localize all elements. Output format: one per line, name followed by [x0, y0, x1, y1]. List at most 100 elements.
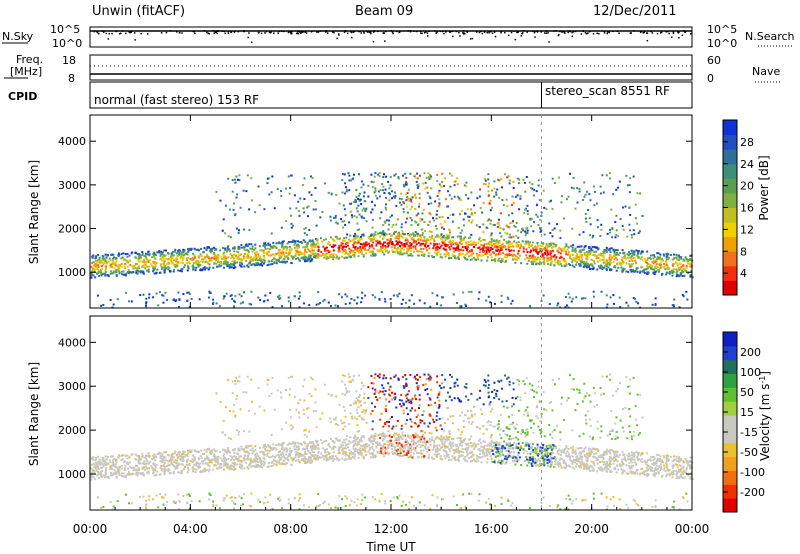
data-point: [586, 251, 589, 254]
data-point: [563, 217, 566, 220]
data-point: [233, 253, 236, 256]
data-point: [668, 474, 671, 477]
data-point: [664, 260, 667, 263]
data-point: [402, 454, 405, 457]
data-point: [260, 261, 263, 264]
data-point: [259, 299, 262, 302]
nsky-point: [672, 31, 675, 33]
data-point: [477, 246, 480, 249]
data-point: [682, 258, 685, 261]
data-point: [640, 256, 643, 259]
data-point: [219, 262, 222, 265]
data-point: [442, 296, 445, 299]
data-point: [254, 264, 257, 267]
data-point: [297, 210, 300, 213]
data-point: [550, 199, 553, 202]
data-point: [142, 272, 145, 275]
data-point: [123, 265, 126, 268]
data-point: [230, 263, 233, 266]
data-point: [331, 255, 334, 258]
data-point: [586, 253, 589, 256]
data-point: [265, 244, 268, 247]
data-point: [263, 208, 266, 211]
data-point: [384, 248, 387, 251]
data-point: [470, 254, 473, 257]
data-point: [404, 172, 407, 175]
data-point: [419, 244, 422, 247]
data-point: [145, 459, 148, 462]
data-point: [95, 268, 98, 271]
data-point: [429, 177, 432, 180]
data-point: [689, 456, 692, 459]
data-point: [682, 264, 685, 267]
data-point: [187, 291, 190, 294]
data-point: [645, 272, 648, 275]
data-point: [238, 174, 241, 177]
data-point: [577, 263, 580, 266]
data-point: [528, 246, 531, 249]
data-point: [588, 452, 591, 455]
data-point: [142, 271, 145, 274]
nsky-point: [606, 32, 609, 35]
data-point: [213, 246, 216, 249]
data-point: [511, 242, 514, 245]
nsky-point: [478, 31, 481, 34]
data-point: [586, 190, 589, 193]
data-point: [448, 194, 451, 197]
data-point: [271, 259, 274, 262]
data-point: [298, 295, 301, 298]
data-point: [91, 463, 94, 466]
data-point: [209, 248, 212, 251]
data-point: [466, 248, 469, 251]
data-point: [217, 460, 220, 463]
data-point: [334, 244, 337, 247]
data-point: [524, 190, 527, 193]
data-point: [390, 234, 393, 237]
data-point: [153, 474, 156, 477]
data-point: [304, 246, 307, 249]
data-point: [519, 448, 522, 451]
data-point: [413, 302, 416, 305]
data-point: [306, 258, 309, 261]
data-point: [348, 457, 351, 460]
data-point: [636, 456, 639, 459]
data-point: [345, 190, 348, 193]
data-point: [91, 261, 94, 264]
data-point: [632, 229, 635, 232]
data-point: [605, 294, 608, 297]
data-point: [548, 245, 551, 248]
data-point: [449, 444, 452, 447]
data-point: [251, 245, 254, 248]
data-point: [385, 197, 388, 200]
data-point: [227, 245, 230, 248]
data-point: [184, 264, 187, 267]
data-point: [364, 210, 367, 213]
data-point: [176, 258, 179, 261]
data-point: [493, 246, 496, 249]
data-point: [385, 233, 388, 236]
data-point: [687, 262, 690, 265]
data-point: [282, 253, 285, 256]
data-point: [240, 448, 243, 451]
colorbar-swatch: [723, 207, 737, 223]
data-point: [639, 252, 642, 255]
data-point: [546, 258, 549, 261]
data-point: [478, 246, 481, 249]
data-point: [681, 293, 684, 296]
data-point: [479, 450, 482, 453]
data-point: [540, 211, 543, 214]
data-point: [571, 249, 574, 252]
data-point: [438, 191, 441, 194]
data-point: [487, 248, 490, 251]
data-point: [303, 456, 306, 459]
data-point: [596, 219, 599, 222]
data-point: [571, 248, 574, 251]
data-point: [647, 263, 650, 266]
data-point: [120, 252, 123, 255]
data-point: [332, 246, 335, 249]
data-point: [208, 290, 211, 293]
data-point: [517, 459, 520, 462]
data-point: [225, 263, 228, 266]
data-point: [290, 262, 293, 265]
data-point: [423, 172, 426, 175]
